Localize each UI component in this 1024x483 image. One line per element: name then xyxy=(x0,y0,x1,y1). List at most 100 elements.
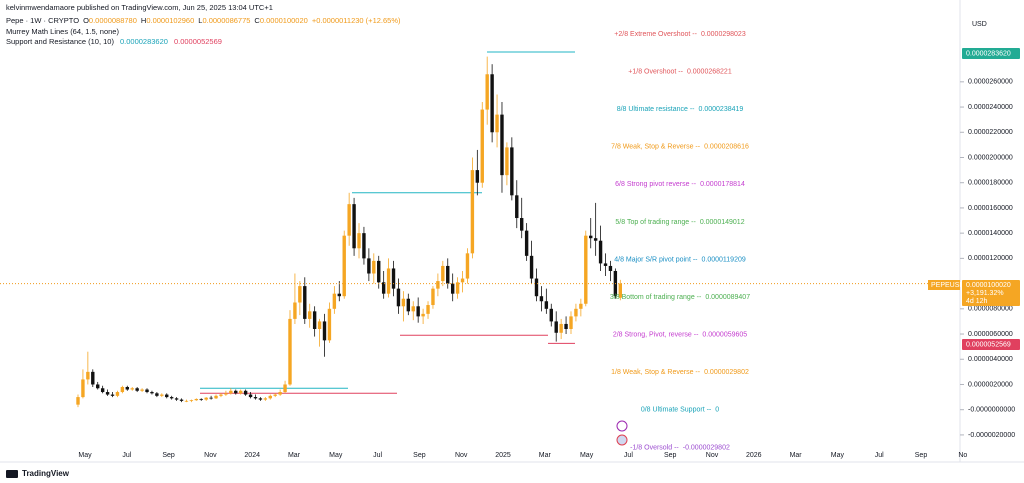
candle-body xyxy=(381,282,386,294)
ohlc-value: 0.0000088780 xyxy=(89,16,137,25)
y-tick-label: 0.0000020000 xyxy=(968,381,1013,388)
candle-body xyxy=(283,384,287,393)
candle-body xyxy=(431,288,435,306)
candle-body xyxy=(342,235,346,297)
candle-body xyxy=(455,282,460,294)
murrey-value: 0 xyxy=(715,407,719,414)
candle-body xyxy=(372,260,376,274)
candle-body xyxy=(288,318,292,385)
y-tick-label: 0.0000220000 xyxy=(968,129,1013,136)
candle-body xyxy=(426,305,430,314)
candle-body xyxy=(593,238,598,241)
murrey-name: 6/8 Strong pivot reverse -- xyxy=(615,181,697,188)
x-tick-label: Sep xyxy=(664,452,677,459)
candle-body xyxy=(436,281,440,289)
candle-body xyxy=(603,263,608,266)
murrey-value: 0.0000149012 xyxy=(700,219,745,226)
candle-body xyxy=(238,390,243,394)
x-tick-label: May xyxy=(78,452,92,459)
candle-body xyxy=(460,278,465,283)
murrey-label: 1/8 Weak, Stop & Reverse -- 0.0000029802 xyxy=(611,369,749,376)
candle-body xyxy=(204,397,208,400)
candle-body xyxy=(253,397,258,399)
ohlc-key: C xyxy=(254,16,260,25)
candle-body xyxy=(91,371,95,385)
ohlc-key: H xyxy=(141,16,146,25)
x-tick-label: Nov xyxy=(455,452,468,459)
candle-body xyxy=(367,258,371,274)
murrey-value: -0.0000029802 xyxy=(683,444,730,451)
candle-body xyxy=(500,114,504,176)
currency: USD xyxy=(972,21,987,28)
candle-body xyxy=(618,283,622,298)
candle-body xyxy=(579,303,583,309)
event-icon[interactable] xyxy=(616,420,628,432)
candle-body xyxy=(386,268,391,294)
murrey-value: 0.0000238419 xyxy=(699,106,744,113)
support-tag-label: 0.0000052569 xyxy=(966,341,1011,348)
murrey-label: 3/8 Bottom of trading range -- 0.00000894… xyxy=(610,294,750,301)
candle-body xyxy=(441,265,445,282)
candle-body xyxy=(234,390,238,394)
murrey-value: 0.0000059605 xyxy=(702,331,747,338)
y-tick-label: 0.0000180000 xyxy=(968,180,1013,187)
candle-body xyxy=(534,278,539,297)
murrey-label: +2/8 Extreme Overshoot -- 0.0000298023 xyxy=(614,31,746,38)
x-tick-label: Nov xyxy=(706,452,719,459)
candle-body xyxy=(510,147,514,196)
ohlc-value: 0.0000086775 xyxy=(202,16,250,25)
candle-body xyxy=(495,114,499,133)
x-tick-label: Mar xyxy=(288,452,301,459)
candle-body xyxy=(608,265,613,271)
y-tick-label: 0.0000260000 xyxy=(968,79,1013,86)
candle-body xyxy=(179,399,184,401)
candle-body xyxy=(337,293,341,297)
murrey-name: 7/8 Weak, Stop & Reverse -- xyxy=(611,143,701,150)
x-tick-label: Sep xyxy=(413,452,426,459)
candle-body xyxy=(298,286,302,303)
candle-body xyxy=(308,311,312,319)
murrey-label: 5/8 Top of trading range -- 0.0000149012 xyxy=(615,219,744,226)
candle-body xyxy=(312,311,317,329)
candle-body xyxy=(475,170,480,183)
candle-body xyxy=(165,394,169,398)
symbol-legend: Pepe · 1W · CRYPTO O0.0000088780 H0.000010… xyxy=(6,16,401,25)
candle-body xyxy=(248,394,253,398)
candle-body xyxy=(243,390,248,395)
candle-body xyxy=(224,393,228,395)
candle-body xyxy=(268,395,272,399)
candle-body xyxy=(480,109,484,183)
y-tick-label: -0.0000000000 xyxy=(968,407,1015,414)
murrey-label: 6/8 Strong pivot reverse -- 0.0000178814 xyxy=(615,181,745,188)
candle-body xyxy=(490,74,494,133)
candle-body xyxy=(160,394,164,396)
brand: TradingView xyxy=(6,469,70,478)
murrey-label: -1/8 Oversold -- -0.0000029802 xyxy=(630,444,730,451)
murrey-label: 4/8 Major S/R pivot point -- 0.0000119209 xyxy=(614,256,746,263)
candle-body xyxy=(199,398,203,400)
ohlc-key: L xyxy=(198,16,202,25)
candle-body xyxy=(564,323,568,329)
candle-body xyxy=(347,204,351,236)
sr-value: 0.0000283620 xyxy=(120,37,168,46)
candle-body xyxy=(544,301,549,309)
candle-body xyxy=(589,235,593,239)
candle-body xyxy=(377,260,381,283)
candle-body xyxy=(115,392,120,396)
x-tick-label: Jul xyxy=(624,452,633,459)
murrey-name: 3/8 Bottom of trading range -- xyxy=(610,294,702,301)
event-icon[interactable] xyxy=(616,434,628,446)
x-tick-label: Mar xyxy=(539,452,552,459)
y-tick-label: 0.0000160000 xyxy=(968,205,1013,212)
ohlc-key: O xyxy=(83,16,89,25)
indicator: Support and Resistance (10, 10) xyxy=(6,37,114,46)
murrey-name: 4/8 Major S/R pivot point -- xyxy=(614,256,698,263)
candle-body xyxy=(189,400,194,402)
candle-body xyxy=(505,147,509,176)
candle-body xyxy=(96,384,100,389)
candle-body xyxy=(229,390,233,394)
change: +0.0000011230 (+12.65%) xyxy=(312,16,401,25)
x-tick-label: Mar xyxy=(790,452,803,459)
candle-body xyxy=(559,323,563,333)
murrey-value: 0.0000208616 xyxy=(704,143,749,150)
